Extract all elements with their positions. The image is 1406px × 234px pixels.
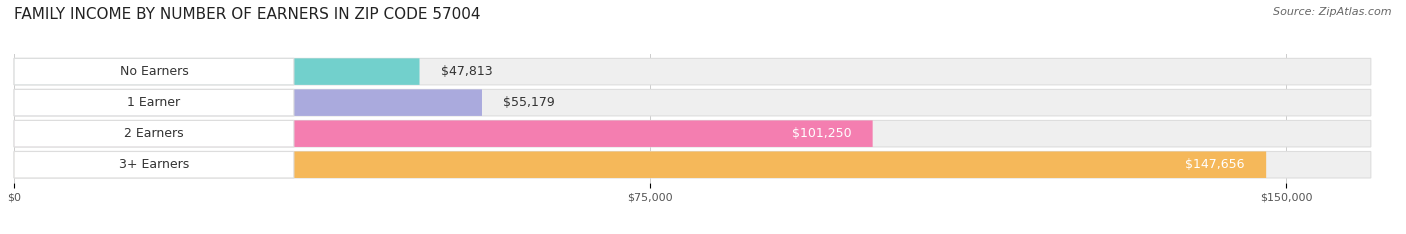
Text: $47,813: $47,813 [440,65,492,78]
FancyBboxPatch shape [14,89,482,116]
FancyBboxPatch shape [14,151,1267,178]
FancyBboxPatch shape [14,58,1371,85]
Text: 2 Earners: 2 Earners [124,127,184,140]
FancyBboxPatch shape [14,121,294,147]
FancyBboxPatch shape [14,151,294,178]
FancyBboxPatch shape [14,121,873,147]
Text: $55,179: $55,179 [503,96,555,109]
Text: FAMILY INCOME BY NUMBER OF EARNERS IN ZIP CODE 57004: FAMILY INCOME BY NUMBER OF EARNERS IN ZI… [14,7,481,22]
Text: No Earners: No Earners [120,65,188,78]
Text: Source: ZipAtlas.com: Source: ZipAtlas.com [1274,7,1392,17]
FancyBboxPatch shape [14,58,419,85]
FancyBboxPatch shape [14,58,294,85]
FancyBboxPatch shape [14,151,1371,178]
Text: $101,250: $101,250 [792,127,852,140]
Text: $147,656: $147,656 [1185,158,1244,171]
FancyBboxPatch shape [14,89,294,116]
FancyBboxPatch shape [14,121,1371,147]
Text: 3+ Earners: 3+ Earners [120,158,188,171]
FancyBboxPatch shape [14,89,1371,116]
Text: 1 Earner: 1 Earner [128,96,180,109]
